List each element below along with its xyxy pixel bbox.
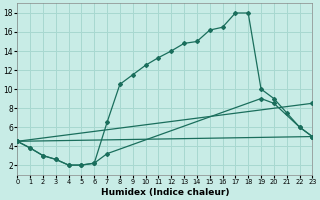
X-axis label: Humidex (Indice chaleur): Humidex (Indice chaleur) bbox=[100, 188, 229, 197]
